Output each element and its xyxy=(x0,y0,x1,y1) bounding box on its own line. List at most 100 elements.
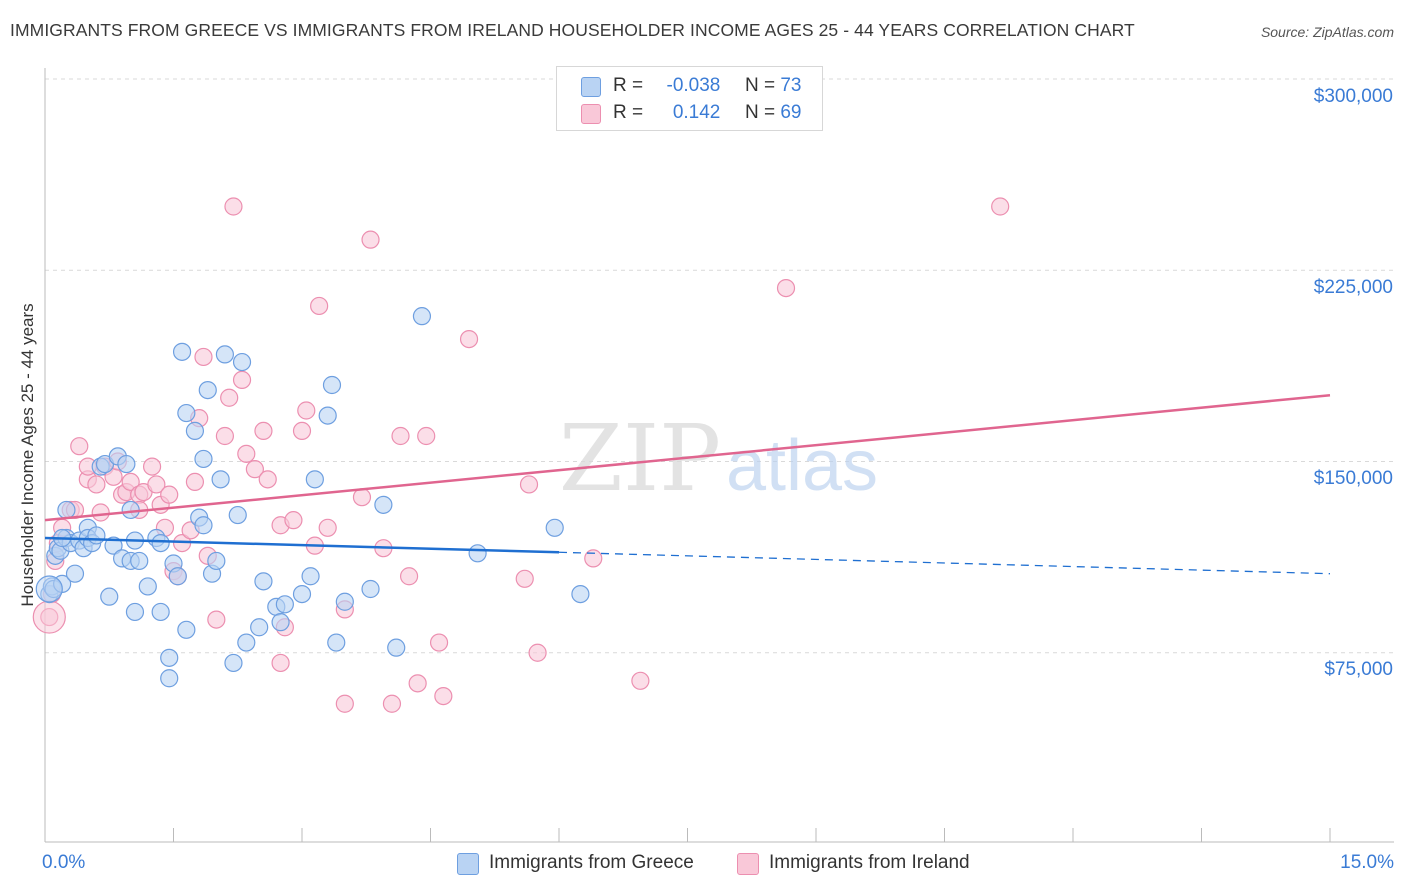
y-tick-label: $300,000 xyxy=(1313,86,1393,107)
trend-lines xyxy=(44,393,1331,575)
chart-source: Source: ZipAtlas.com xyxy=(1260,24,1394,40)
watermark-zip: ZIP xyxy=(559,405,721,512)
greece-point xyxy=(35,575,63,603)
ireland-point xyxy=(382,694,402,713)
greece-point xyxy=(224,653,243,673)
legend-r-label: R = xyxy=(613,75,649,96)
greece-point xyxy=(121,500,140,520)
ireland-point xyxy=(271,653,290,673)
greece-point xyxy=(215,345,234,364)
axes xyxy=(44,68,1394,843)
ireland-point xyxy=(258,470,277,489)
ireland-point xyxy=(352,488,372,507)
greece-point xyxy=(177,403,196,423)
ireland-point xyxy=(147,475,166,494)
greece-point xyxy=(117,454,136,474)
greece-point xyxy=(412,307,432,326)
ireland-point xyxy=(160,485,179,504)
ireland-point xyxy=(142,457,162,476)
ireland-point xyxy=(194,347,213,367)
ireland-point xyxy=(391,426,410,446)
ireland-point xyxy=(408,674,427,693)
y-axis-label: Householder Income Ages 25 - 44 years xyxy=(18,303,37,607)
legend-r-value: -0.038 xyxy=(666,75,721,96)
ireland-point xyxy=(434,686,453,706)
greece-point xyxy=(387,638,406,657)
ireland-point xyxy=(528,643,547,662)
greece-point xyxy=(198,381,217,400)
ireland-point xyxy=(776,279,796,298)
greece-point xyxy=(275,595,294,614)
ireland-point xyxy=(292,421,312,440)
y-tick-label: $75,000 xyxy=(1324,659,1393,680)
ireland-point xyxy=(121,472,140,491)
greece-point xyxy=(271,613,290,632)
ireland-point xyxy=(335,694,354,713)
ireland-point xyxy=(245,460,264,479)
ireland-point xyxy=(310,296,329,316)
ireland-point xyxy=(254,421,273,440)
greece-point xyxy=(185,421,205,440)
greece-point xyxy=(228,505,247,525)
greece-point xyxy=(545,518,564,537)
greece-point xyxy=(138,577,157,596)
legend-n-value: 69 xyxy=(780,102,802,123)
stats-legend: R = -0.038 N = 73 R = 0.142 N = 69 xyxy=(556,66,823,131)
ireland-point xyxy=(232,370,252,389)
ireland-point xyxy=(32,600,66,634)
ireland-point xyxy=(237,444,256,463)
greece-point xyxy=(468,544,487,563)
greece-point xyxy=(571,584,590,604)
greece-point xyxy=(177,620,196,639)
greece-point xyxy=(232,352,252,372)
legend-r-label: R = xyxy=(613,102,649,123)
ireland-point xyxy=(224,197,243,216)
greece-point xyxy=(87,526,106,545)
legend-label-greece: Immigrants from Greece xyxy=(489,852,694,873)
greece-point xyxy=(65,564,85,583)
greece-point xyxy=(151,602,170,622)
greece-point xyxy=(305,470,324,489)
ireland-point xyxy=(70,437,89,456)
ireland-point xyxy=(361,230,380,249)
ireland-point xyxy=(631,671,650,690)
greece-point xyxy=(100,587,119,606)
greece-point xyxy=(361,579,380,599)
watermark: ZIP atlas xyxy=(559,405,878,512)
ireland-point xyxy=(584,549,603,568)
x-tick-label: 0.0% xyxy=(42,852,86,873)
ireland-point xyxy=(87,475,106,494)
legend-r-value: 0.142 xyxy=(672,102,721,123)
greece-point xyxy=(254,572,273,591)
ireland-point xyxy=(429,633,449,652)
greece-point xyxy=(172,342,192,361)
greece-swatch xyxy=(457,853,479,875)
watermark-atlas: atlas xyxy=(726,426,878,506)
ireland-point xyxy=(519,475,539,494)
ireland-point xyxy=(991,197,1010,216)
ireland-trend-line xyxy=(44,393,1331,522)
greece-swatch xyxy=(581,77,601,97)
greece-point xyxy=(335,592,354,611)
legend-n-label: N = xyxy=(744,102,781,123)
ireland-point xyxy=(220,388,239,407)
ireland-swatch xyxy=(581,104,601,124)
greece-point xyxy=(160,669,179,688)
greece-trend-line xyxy=(44,536,560,554)
greece-point xyxy=(211,470,230,489)
greece-point xyxy=(374,495,393,514)
ireland-swatch xyxy=(737,853,759,875)
greece-point xyxy=(104,536,123,555)
ireland-point xyxy=(91,503,110,522)
greece-point xyxy=(322,375,342,395)
ireland-point xyxy=(459,330,479,349)
greece-point xyxy=(194,516,213,535)
greece-point xyxy=(130,551,149,571)
ireland-point xyxy=(215,426,234,446)
legend-label-ireland: Immigrants from Ireland xyxy=(769,852,970,873)
y-tick-label: $225,000 xyxy=(1313,277,1393,298)
ireland-point xyxy=(417,426,436,446)
greece-point xyxy=(168,567,187,586)
greece-point xyxy=(292,584,312,604)
